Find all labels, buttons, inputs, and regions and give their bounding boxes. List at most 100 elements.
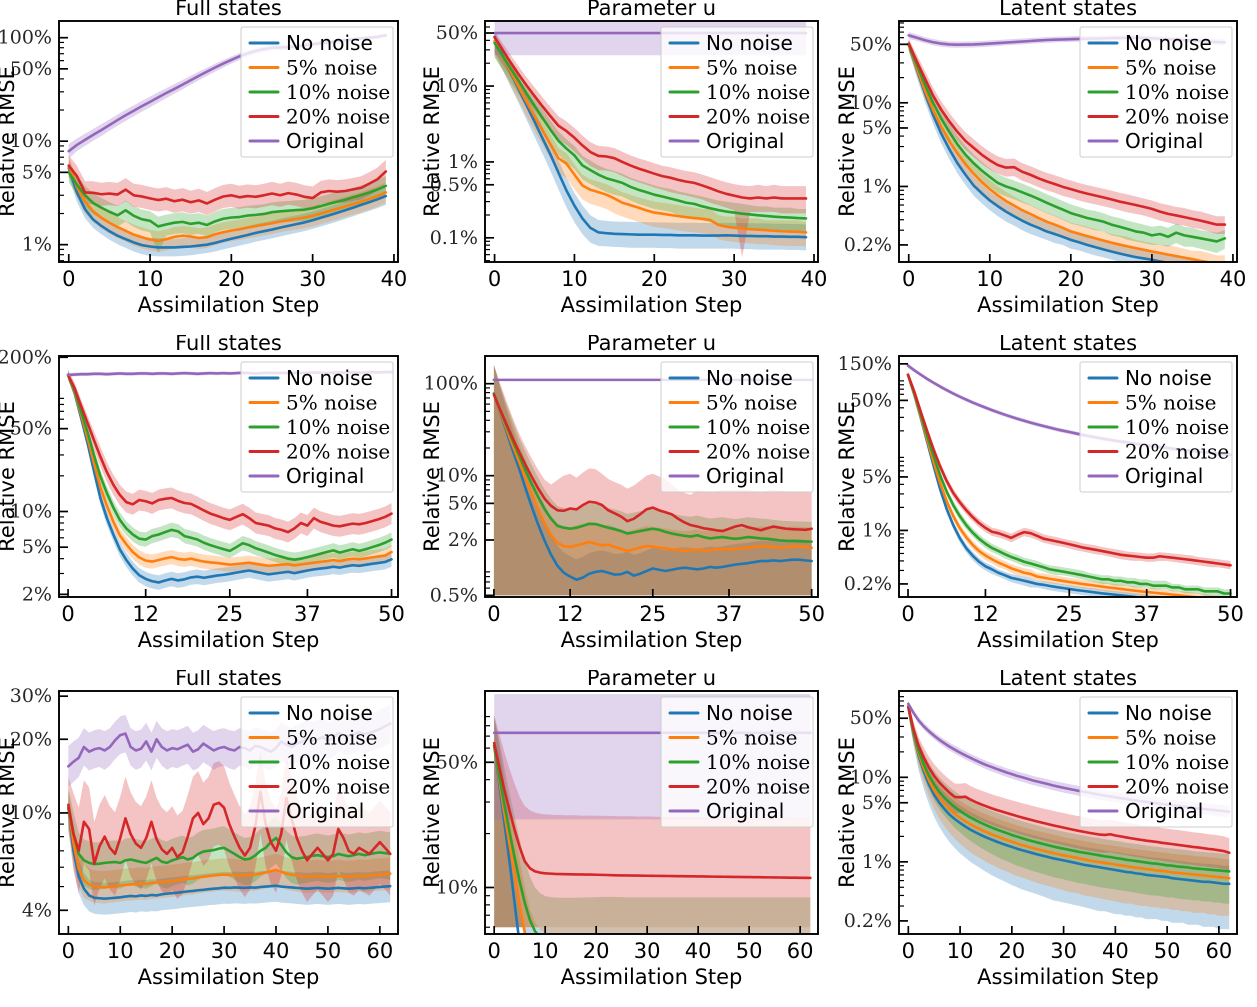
series-line: [907, 705, 1231, 880]
y-axis-label: Relative RMSE: [0, 737, 19, 888]
x-tick-label: 30: [1050, 939, 1077, 963]
x-tick-label: 30: [634, 939, 661, 963]
y-tick-label: 0.2%: [844, 573, 892, 595]
x-axis-label: Assimilation Step: [977, 293, 1159, 317]
y-tick-label: 10%: [436, 75, 478, 97]
x-tick-label: 50: [378, 602, 405, 626]
x-tick-label: 37: [716, 602, 743, 626]
axes-frame: [484, 690, 819, 935]
x-axis-label: Assimilation Step: [138, 293, 320, 317]
chart-panel-r1c2: Parameter u 50% 10% 1% 0.5% 0.1% 0 10 20 30 40 Assi…: [419, 0, 838, 335]
x-tick-label: 25: [1056, 602, 1083, 626]
x-tick-label: 40: [801, 267, 828, 291]
x-axis-label: Assimilation Step: [977, 628, 1159, 652]
x-tick-label: 0: [61, 602, 74, 626]
x-tick-label: 30: [1139, 267, 1166, 291]
x-tick-label: 0: [901, 602, 914, 626]
x-tick-label: 20: [218, 267, 245, 291]
x-tick-label: 20: [159, 939, 186, 963]
axes-frame: [484, 20, 819, 263]
confidence-band: [68, 156, 386, 252]
x-tick-label: 25: [639, 602, 666, 626]
legend-entry-label: 20% noise: [286, 775, 390, 799]
y-tick-label: 5%: [22, 161, 52, 183]
series-line: [907, 705, 1231, 886]
x-tick-label: 40: [381, 267, 408, 291]
y-tick-label: 30%: [10, 685, 52, 707]
y-tick-label: 0.5%: [430, 584, 478, 606]
axes-frame: [58, 355, 399, 598]
series-line: [492, 392, 813, 543]
y-axis-label: Relative RMSE: [0, 401, 19, 552]
y-axis-label: Relative RMSE: [420, 401, 444, 552]
chart-panel-r2c2: Parameter u 100% 10% 5% 2% 0.5% 0 12 25 37 50 Assim…: [419, 335, 838, 670]
x-tick-label: 50: [1154, 939, 1181, 963]
y-tick-label: 1%: [862, 175, 892, 197]
y-axis-label: Relative RMSE: [838, 737, 859, 888]
x-axis-label: Assimilation Step: [561, 628, 743, 652]
legend-entry-label: 5% noise: [706, 56, 798, 80]
x-tick-label: 50: [736, 939, 763, 963]
series-line: [492, 393, 813, 533]
x-tick-label: 50: [315, 939, 342, 963]
legend-entry-label: 5% noise: [1125, 391, 1217, 415]
series-line: [67, 806, 392, 866]
confidence-band: [68, 159, 386, 257]
x-tick-label: 40: [263, 939, 290, 963]
legend-entry-label: 10% noise: [706, 750, 810, 774]
legend-entry-label: 20% noise: [1125, 775, 1229, 799]
confidence-band: [493, 364, 812, 596]
x-tick-label: 40: [1102, 939, 1129, 963]
legend-entry-label: No noise: [1125, 701, 1212, 725]
confidence-band: [68, 155, 386, 216]
axes-frame: [898, 20, 1238, 263]
legend-entry-label: 20% noise: [1125, 440, 1229, 464]
legend-entry-label: 20% noise: [706, 105, 810, 129]
x-tick-label: 10: [947, 939, 974, 963]
x-tick-label: 60: [1206, 939, 1233, 963]
x-tick-label: 0: [487, 939, 500, 963]
series-line: [906, 373, 1206, 597]
legend-entry-label: 5% noise: [286, 56, 378, 80]
y-tick-label: 50%: [850, 33, 892, 55]
legend-entry-label: Original: [286, 129, 364, 153]
legend-entry-label: 5% noise: [706, 726, 798, 750]
x-tick-label: 12: [132, 602, 159, 626]
legend-entry-label: No noise: [706, 31, 793, 55]
series-line: [66, 373, 393, 568]
y-tick-label: 50%: [10, 58, 52, 80]
x-tick-label: 10: [561, 267, 588, 291]
x-tick-label: 30: [211, 939, 238, 963]
legend-entry-label: 5% noise: [286, 726, 378, 750]
x-axis-label: Assimilation Step: [138, 628, 320, 652]
y-tick-label: 10%: [850, 92, 892, 114]
y-tick-label: 50%: [436, 751, 478, 773]
series-line: [493, 41, 808, 220]
legend-entry-label: Original: [1125, 464, 1203, 488]
y-tick-label: 10%: [850, 766, 892, 788]
y-tick-label: 10%: [10, 802, 52, 824]
y-tick-label: 0.1%: [430, 227, 478, 249]
x-tick-label: 20: [998, 939, 1025, 963]
series-line: [906, 373, 1232, 567]
x-tick-label: 30: [299, 267, 326, 291]
series-line: [66, 373, 393, 562]
y-tick-label: 1%: [448, 151, 478, 173]
x-tick-label: 20: [641, 267, 668, 291]
legend-entry-label: Original: [706, 464, 784, 488]
legend-entry-label: 10% noise: [706, 80, 810, 104]
legend-entry-label: No noise: [706, 366, 793, 390]
series-line: [493, 35, 808, 239]
legend-entry-label: 20% noise: [286, 440, 390, 464]
confidence-band: [494, 34, 807, 247]
legend-entry-label: Original: [706, 129, 784, 153]
y-tick-label: 5%: [862, 792, 892, 814]
y-tick-label: 5%: [22, 536, 52, 558]
series-line: [906, 373, 1148, 597]
confidence-band: [68, 370, 392, 567]
series-line: [66, 373, 393, 534]
